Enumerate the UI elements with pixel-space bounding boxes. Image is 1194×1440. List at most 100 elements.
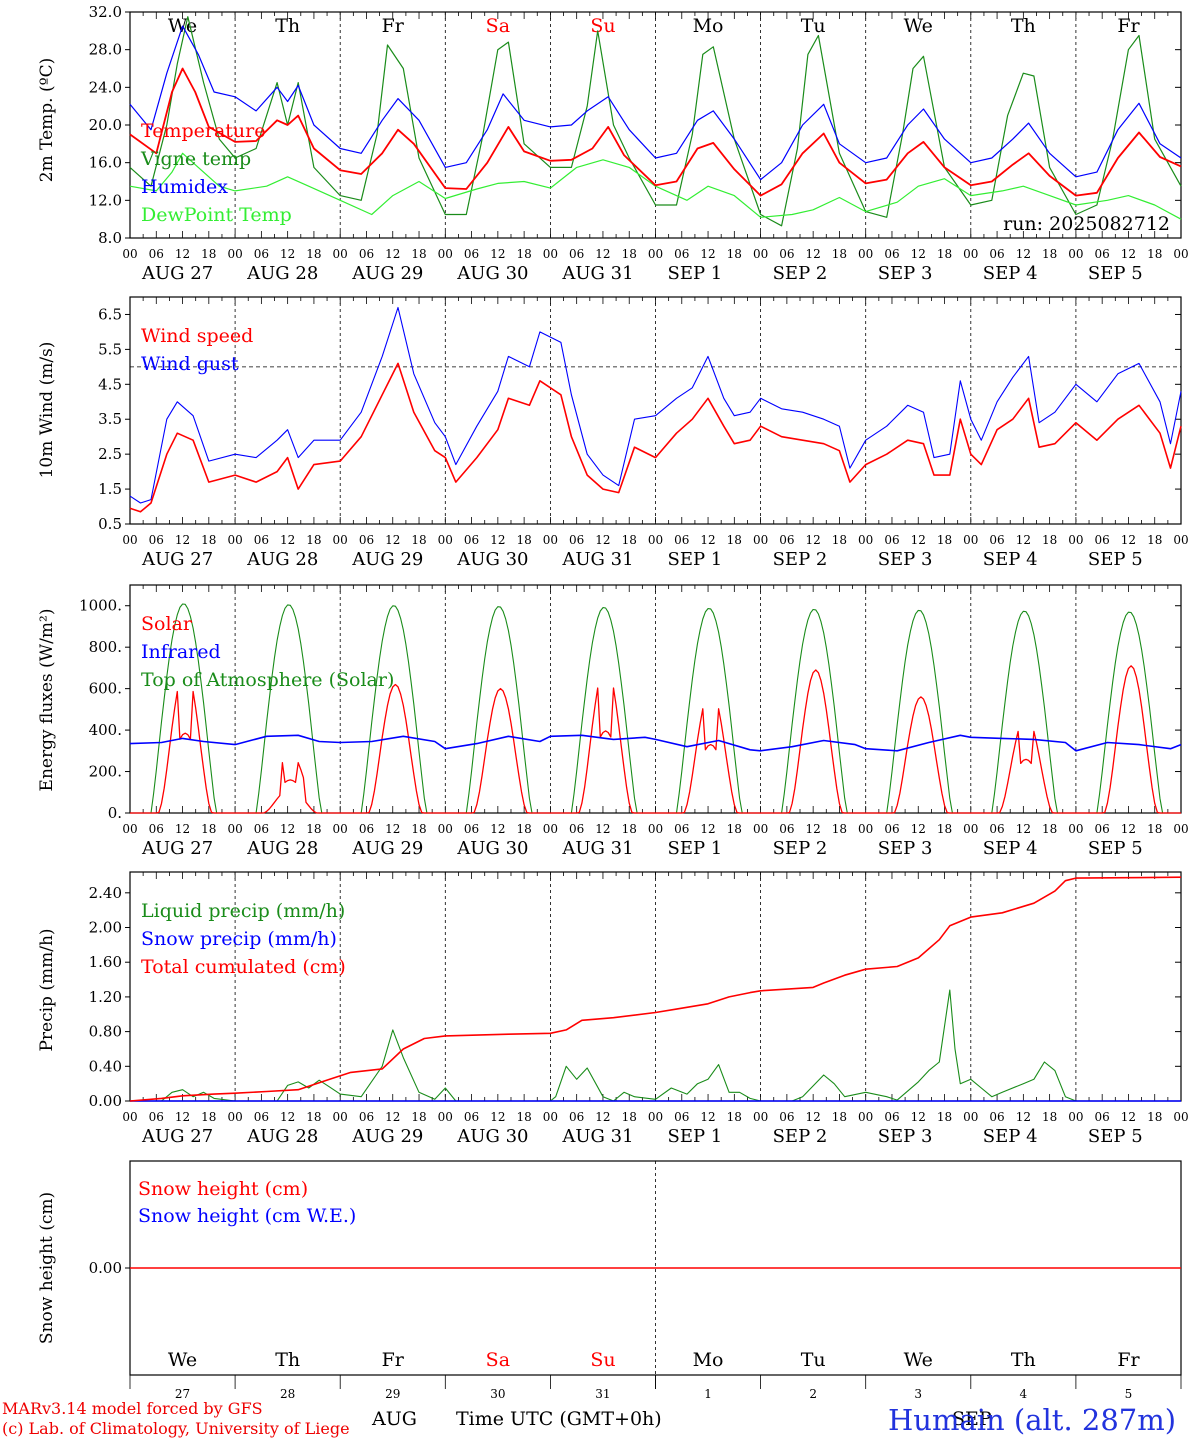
hour-tick-label: 00: [122, 822, 137, 836]
hour-tick-label: 00: [963, 533, 978, 547]
date-label: AUG 28: [246, 1126, 318, 1147]
hour-tick-label: 06: [149, 247, 164, 261]
date-label: SEP 4: [983, 549, 1038, 570]
y-tick-label: 0.00: [89, 1092, 122, 1110]
day-of-week-label: Sa: [486, 1349, 510, 1371]
hour-tick-label: 12: [490, 1110, 505, 1124]
hour-tick-label: 06: [674, 247, 689, 261]
series-line-humidex: [129, 25, 1182, 181]
hour-tick-label: 18: [937, 533, 952, 547]
hour-tick-label: 18: [727, 822, 742, 836]
y-tick-label: 800.: [89, 638, 122, 656]
hour-tick-label: 06: [674, 533, 689, 547]
hour-tick-label: 06: [464, 1110, 479, 1124]
hour-tick-label: 06: [884, 1110, 899, 1124]
hour-tick-label: 12: [280, 1110, 295, 1124]
hour-tick-label: 12: [595, 247, 610, 261]
series-line-wind-gust: [129, 306, 1182, 504]
legend-entry: Total cumulated (cm): [141, 956, 346, 978]
hour-tick-label: 06: [149, 822, 164, 836]
hour-tick-label: 06: [779, 1110, 794, 1124]
hour-tick-label: 12: [1121, 822, 1136, 836]
hour-tick-label: 12: [911, 533, 926, 547]
hour-tick-label: 00: [122, 247, 137, 261]
hour-tick-label: 12: [280, 822, 295, 836]
y-tick-label: 1.20: [89, 988, 122, 1006]
y-tick-label: 20.0: [89, 116, 122, 134]
y-tick-label: 24.0: [89, 78, 122, 96]
date-label: SEP 3: [878, 263, 933, 284]
series-line-temperature: [129, 67, 1182, 197]
date-label: SEP 5: [1088, 838, 1143, 859]
hour-tick-label: 12: [806, 247, 821, 261]
date-label: SEP 1: [668, 549, 723, 570]
hour-tick-label: 12: [806, 533, 821, 547]
date-label: AUG 29: [351, 263, 423, 284]
date-label: SEP 2: [773, 838, 828, 859]
y-tick-label: 16.0: [89, 154, 122, 172]
series-line-total-cumulated: [129, 876, 1182, 1102]
hour-tick-label: 00: [858, 1110, 873, 1124]
hour-tick-label: 00: [227, 247, 242, 261]
hour-tick-label: 06: [569, 247, 584, 261]
hour-tick-label: 00: [963, 1110, 978, 1124]
hour-tick-label: 18: [411, 1110, 426, 1124]
hour-tick-label: 12: [1121, 1110, 1136, 1124]
date-label: AUG 30: [456, 263, 528, 284]
hour-tick-label: 12: [911, 822, 926, 836]
y-tick-label: 1000.: [79, 597, 122, 615]
hour-tick-label: 00: [122, 533, 137, 547]
hour-tick-label: 12: [700, 822, 715, 836]
hour-tick-label: 18: [411, 247, 426, 261]
hour-tick-label: 06: [359, 822, 374, 836]
hour-tick-label: 00: [1068, 247, 1083, 261]
day-number-label: 30: [490, 1387, 505, 1401]
date-label: AUG 31: [561, 263, 633, 284]
hour-tick-label: 00: [438, 822, 453, 836]
hour-tick-label: 12: [806, 822, 821, 836]
y-tick-label: 4.5: [98, 375, 122, 393]
legend-entry: Top of Atmosphere (Solar): [141, 669, 394, 691]
hour-tick-label: 00: [963, 247, 978, 261]
hour-tick-label: 18: [832, 247, 847, 261]
hour-tick-label: 18: [622, 1110, 637, 1124]
hour-tick-label: 06: [359, 247, 374, 261]
date-label: SEP 2: [773, 549, 828, 570]
date-label: SEP 3: [878, 838, 933, 859]
day-of-week-label: Fr: [1117, 1349, 1140, 1371]
hour-tick-label: 06: [779, 247, 794, 261]
hour-tick-label: 18: [727, 533, 742, 547]
hour-tick-label: 06: [1095, 247, 1110, 261]
series-line-vigne-temp: [129, 16, 1182, 227]
day-number-label: 1: [704, 1387, 712, 1401]
date-label: AUG 31: [561, 549, 633, 570]
hour-tick-label: 06: [674, 1110, 689, 1124]
hour-tick-label: 18: [727, 1110, 742, 1124]
hour-tick-label: 00: [1173, 533, 1188, 547]
hour-tick-label: 12: [595, 533, 610, 547]
hour-tick-label: 18: [411, 822, 426, 836]
hour-tick-label: 12: [280, 247, 295, 261]
hour-tick-label: 06: [149, 1110, 164, 1124]
hour-tick-label: 00: [333, 247, 348, 261]
hour-tick-label: 00: [753, 247, 768, 261]
hour-tick-label: 18: [201, 247, 216, 261]
date-label: SEP 5: [1088, 1126, 1143, 1147]
hour-tick-label: 06: [569, 1110, 584, 1124]
hour-tick-label: 00: [753, 822, 768, 836]
hour-tick-label: 18: [1147, 247, 1162, 261]
hour-tick-label: 00: [858, 247, 873, 261]
date-label: AUG 27: [141, 263, 213, 284]
hour-tick-label: 00: [1068, 1110, 1083, 1124]
hour-tick-label: 18: [516, 533, 531, 547]
hour-tick-label: 18: [411, 533, 426, 547]
y-tick-label: 1.5: [98, 480, 122, 498]
hour-tick-label: 12: [175, 822, 190, 836]
date-label: AUG 28: [246, 549, 318, 570]
day-number-label: 3: [914, 1387, 922, 1401]
hour-tick-label: 12: [385, 247, 400, 261]
hour-tick-label: 06: [569, 822, 584, 836]
hour-tick-label: 00: [438, 1110, 453, 1124]
hour-tick-label: 00: [227, 822, 242, 836]
hour-tick-label: 00: [438, 533, 453, 547]
